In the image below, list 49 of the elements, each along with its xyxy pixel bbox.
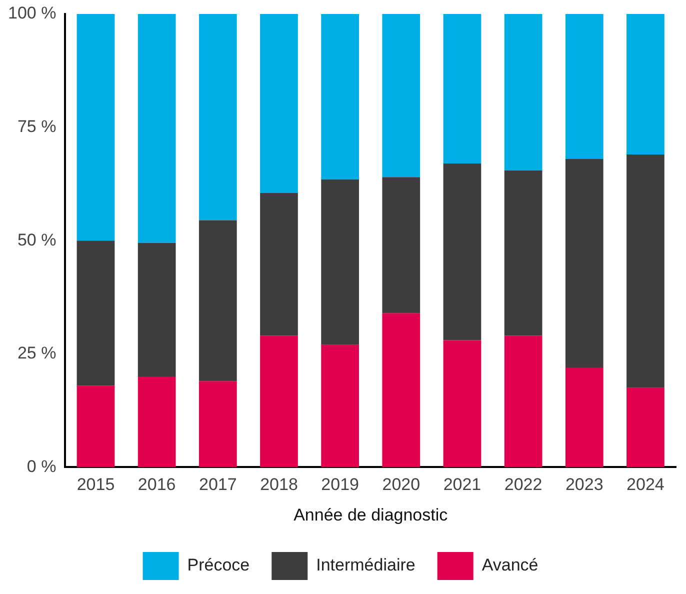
x-tick-label: 2020 bbox=[382, 475, 420, 494]
x-tick-label: 2017 bbox=[198, 475, 237, 494]
bar bbox=[565, 14, 604, 160]
bar bbox=[198, 381, 237, 468]
legend-label: Intermédiaire bbox=[316, 556, 416, 575]
y-tick-label: 0 % bbox=[26, 456, 56, 476]
bar bbox=[382, 313, 420, 468]
x-tick-label: 2019 bbox=[321, 475, 359, 494]
bar bbox=[626, 154, 664, 388]
bar bbox=[443, 164, 482, 340]
x-axis-title: Année de diagnostic bbox=[294, 505, 448, 524]
bar bbox=[504, 14, 542, 170]
bar bbox=[260, 14, 298, 194]
bar bbox=[76, 14, 115, 241]
bar bbox=[76, 240, 115, 386]
bar bbox=[260, 193, 298, 336]
legend-label: Avancé bbox=[482, 556, 538, 575]
x-tick-label: 2024 bbox=[626, 475, 664, 494]
bar bbox=[260, 336, 298, 468]
bar bbox=[76, 386, 115, 468]
bar bbox=[321, 179, 359, 345]
x-tick-label: 2021 bbox=[443, 475, 482, 494]
bar bbox=[565, 367, 604, 468]
x-tick-label: 2022 bbox=[504, 475, 542, 494]
bar bbox=[504, 170, 542, 336]
bar bbox=[565, 159, 604, 368]
x-tick-label: 2018 bbox=[260, 475, 298, 494]
x-tick-label: 2023 bbox=[565, 475, 604, 494]
legend-label: Précoce bbox=[187, 556, 250, 575]
bar bbox=[138, 376, 176, 468]
bar bbox=[198, 220, 237, 382]
y-tick-label: 75 % bbox=[17, 116, 56, 136]
bar bbox=[321, 344, 359, 468]
bar bbox=[504, 336, 542, 468]
bar bbox=[626, 388, 664, 468]
x-tick-label: 2016 bbox=[138, 475, 176, 494]
y-tick-label: 100 % bbox=[8, 4, 56, 23]
bar bbox=[443, 340, 482, 468]
bar bbox=[626, 14, 664, 154]
y-tick-label: 50 % bbox=[17, 230, 56, 250]
bar bbox=[382, 14, 420, 178]
bar bbox=[138, 14, 176, 243]
bar bbox=[443, 14, 482, 164]
bar bbox=[382, 177, 420, 314]
x-tick-label: 2015 bbox=[76, 475, 115, 494]
bar bbox=[198, 14, 237, 220]
y-tick-label: 25 % bbox=[17, 344, 56, 363]
bar bbox=[321, 14, 359, 180]
bar bbox=[138, 242, 176, 377]
